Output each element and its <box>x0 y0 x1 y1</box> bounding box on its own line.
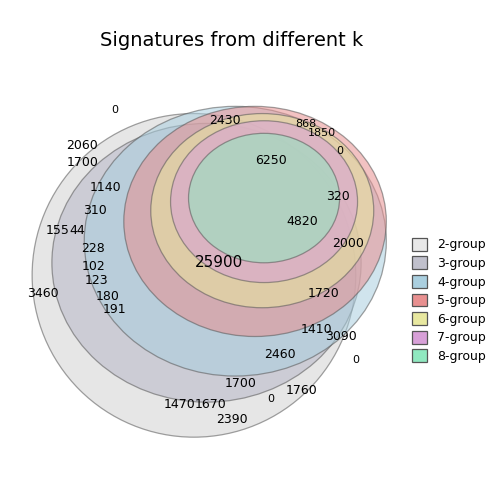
Text: 2390: 2390 <box>216 413 247 426</box>
Text: 1410: 1410 <box>300 323 332 336</box>
Text: 1700: 1700 <box>67 156 98 169</box>
Text: 0: 0 <box>111 105 118 115</box>
Ellipse shape <box>124 106 386 337</box>
Legend: 2-group, 3-group, 4-group, 5-group, 6-group, 7-group, 8-group: 2-group, 3-group, 4-group, 5-group, 6-gr… <box>409 234 490 367</box>
Text: 1470: 1470 <box>164 398 196 411</box>
Text: 2000: 2000 <box>333 236 364 249</box>
Text: 3460: 3460 <box>27 287 58 300</box>
Text: 4820: 4820 <box>286 215 318 228</box>
Text: 1670: 1670 <box>194 398 226 411</box>
Text: 102: 102 <box>81 260 105 273</box>
Ellipse shape <box>151 113 374 308</box>
Text: 310: 310 <box>83 204 107 217</box>
Title: Signatures from different k: Signatures from different k <box>100 31 363 50</box>
Text: 1700: 1700 <box>225 377 257 390</box>
Text: 1140: 1140 <box>90 181 121 194</box>
Text: 2460: 2460 <box>265 348 296 361</box>
Text: 1720: 1720 <box>307 287 339 300</box>
Text: 25900: 25900 <box>195 256 243 270</box>
Text: 228: 228 <box>81 242 105 255</box>
Text: 320: 320 <box>326 190 350 203</box>
Ellipse shape <box>32 113 356 437</box>
Ellipse shape <box>52 123 361 402</box>
Text: 123: 123 <box>85 274 109 287</box>
Text: 180: 180 <box>96 290 119 303</box>
Text: 0: 0 <box>268 395 275 404</box>
Text: 2060: 2060 <box>67 140 98 152</box>
Text: 44: 44 <box>69 224 85 237</box>
Text: 868: 868 <box>295 119 316 130</box>
Text: 0: 0 <box>352 355 359 365</box>
Ellipse shape <box>188 134 340 263</box>
Text: 3090: 3090 <box>326 330 357 343</box>
Text: 1760: 1760 <box>286 384 318 397</box>
Ellipse shape <box>170 121 357 283</box>
Text: 0: 0 <box>336 146 343 156</box>
Text: 2430: 2430 <box>209 114 240 127</box>
Ellipse shape <box>84 106 386 376</box>
Text: 155: 155 <box>45 224 69 237</box>
Text: 1850: 1850 <box>307 129 336 138</box>
Text: 6250: 6250 <box>256 154 287 167</box>
Text: 191: 191 <box>103 303 127 316</box>
